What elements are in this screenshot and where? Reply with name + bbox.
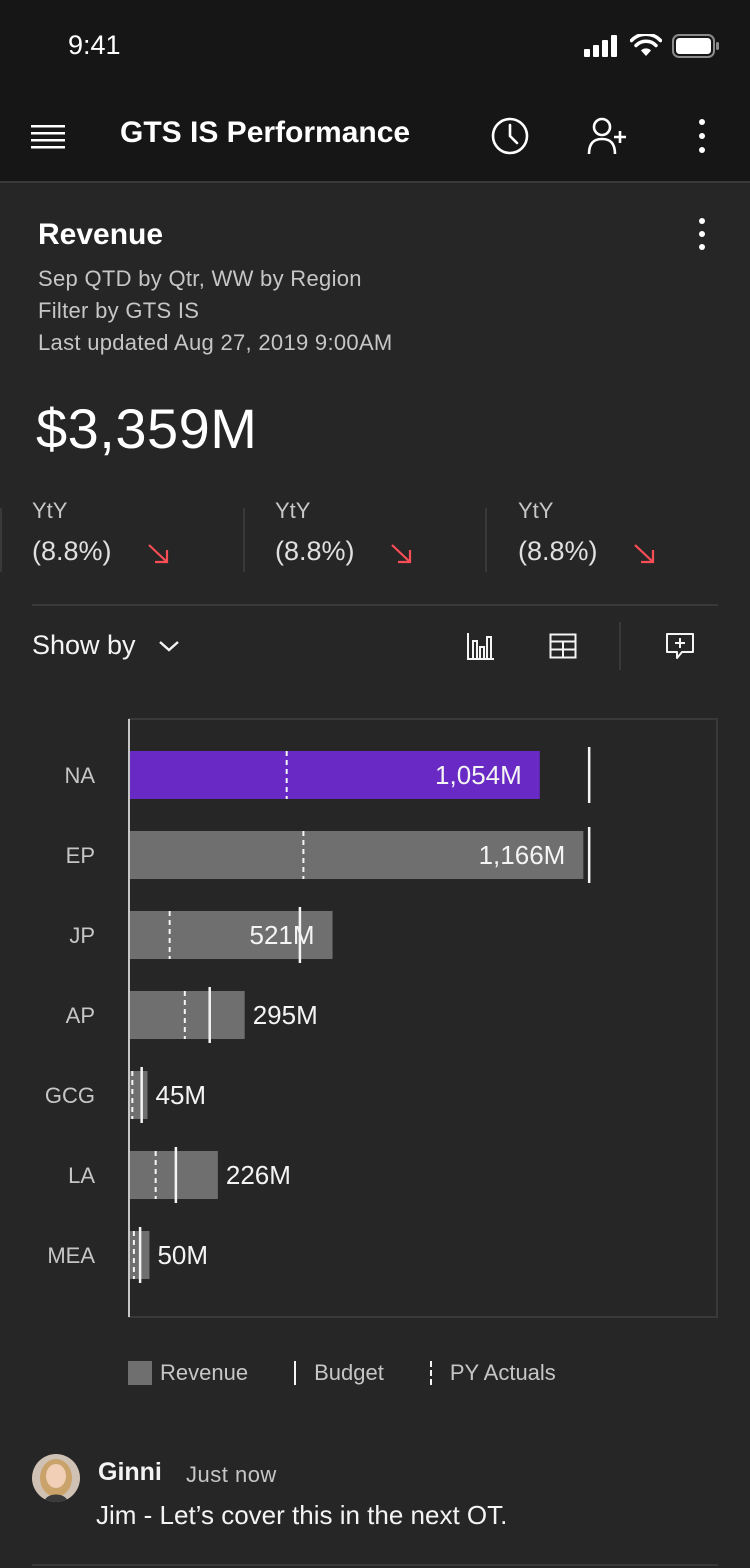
menu-icon [31, 125, 65, 149]
clock-icon [491, 117, 529, 155]
yty-label: YtY [518, 498, 554, 523]
cellular-signal-icon [584, 35, 617, 57]
revenue-total: $3,359M [36, 397, 258, 460]
card-filter: Filter by GTS IS [38, 298, 200, 323]
legend-label: PY Actuals [449, 1360, 556, 1385]
yty-tile: YtY (8.8%) [275, 498, 515, 572]
avatar-image [32, 1454, 80, 1502]
chevron-down-icon [158, 640, 179, 652]
show-by-dropdown[interactable]: Show by [32, 630, 180, 661]
bar-chart-icon [467, 633, 494, 660]
data-label-gcg: 45M [155, 1080, 206, 1110]
data-label-ep: 1,166M [479, 840, 566, 870]
add-user-button[interactable] [584, 114, 630, 158]
comment-time: Just now [186, 1462, 277, 1487]
overflow-menu-icon [699, 218, 705, 250]
battery-icon [672, 34, 719, 58]
data-label-mea: 50M [157, 1240, 208, 1270]
arrow-down-right-icon [391, 544, 412, 564]
bar-ep [130, 831, 584, 879]
history-button[interactable] [488, 114, 532, 158]
bar-gcg [130, 1071, 148, 1119]
add-comment-icon [666, 633, 694, 659]
card-title: Revenue [38, 218, 164, 251]
status-icons [584, 32, 720, 60]
wifi-icon [630, 34, 662, 56]
top-bar: 9:41 GTS IS Performance [0, 0, 750, 183]
status-time: 9:41 [68, 30, 121, 60]
yty-tile: YtY (8.8%) [518, 498, 750, 572]
add-comment-button[interactable] [660, 628, 700, 664]
comment-author: Ginni [98, 1458, 162, 1486]
category-label-jp: JP [69, 923, 95, 948]
table-icon [549, 633, 577, 659]
arrow-down-right-icon [148, 544, 169, 564]
yty-value: (8.8%) [32, 536, 112, 566]
legend-item-revenue: Revenue [128, 1360, 248, 1386]
category-label-na: NA [64, 763, 95, 788]
arrow-down-right-icon [634, 544, 655, 564]
category-label-gcg: GCG [45, 1083, 95, 1108]
data-label-la: 226M [226, 1160, 291, 1190]
overflow-menu-button[interactable] [688, 114, 716, 158]
category-label-ap: AP [66, 1003, 95, 1028]
legend-swatch-py-actuals [429, 1361, 432, 1385]
yty-label: YtY [275, 498, 311, 523]
add-user-icon [587, 117, 626, 155]
revenue-bar-chart: NA 1,054M EP 1,166M JP 521M AP 295M GCG 45M LA 226M… [45, 718, 718, 1318]
category-label-ep: EP [66, 843, 95, 868]
table-view-button[interactable] [544, 628, 582, 664]
yty-value: (8.8%) [275, 536, 355, 566]
divider [619, 622, 621, 670]
legend-item-budget: Budget [294, 1360, 384, 1386]
card-subtitle: Sep QTD by Qtr, WW by Region [38, 266, 362, 291]
yty-value: (8.8%) [518, 536, 598, 566]
category-label-mea: MEA [47, 1243, 95, 1268]
divider [243, 508, 245, 572]
legend-label: Revenue [160, 1360, 249, 1385]
chart-view-button[interactable] [462, 628, 500, 664]
legend-item-py-actuals: PY Actuals [429, 1360, 556, 1386]
bar-la [130, 1151, 218, 1199]
avatar[interactable] [32, 1454, 80, 1502]
overflow-menu-icon [699, 119, 705, 153]
yty-tile: YtY (8.8%) [32, 498, 272, 572]
comment-divider [32, 1564, 718, 1566]
card-last-updated: Last updated Aug 27, 2019 9:00AM [38, 330, 393, 355]
divider [485, 508, 487, 572]
comment-text: Jim - Let’s cover this in the next OT. [96, 1500, 508, 1530]
data-label-ap: 295M [253, 1000, 318, 1030]
section-divider [32, 604, 718, 606]
chart-legend: Revenue Budget PY Actuals [128, 1360, 602, 1386]
category-label-la: LA [68, 1163, 95, 1188]
divider [0, 508, 2, 572]
legend-swatch-revenue [128, 1361, 152, 1385]
show-by-label: Show by [32, 630, 136, 660]
data-label-jp: 521M [250, 920, 315, 950]
legend-swatch-budget [294, 1361, 297, 1385]
bar-na [130, 751, 540, 799]
app-title: GTS IS Performance [120, 116, 411, 149]
menu-button[interactable] [28, 118, 68, 154]
data-label-na: 1,054M [435, 760, 522, 790]
yty-label: YtY [32, 498, 68, 523]
card-overflow-button[interactable] [690, 214, 714, 254]
legend-label: Budget [314, 1360, 384, 1385]
bar-ap [130, 991, 245, 1039]
